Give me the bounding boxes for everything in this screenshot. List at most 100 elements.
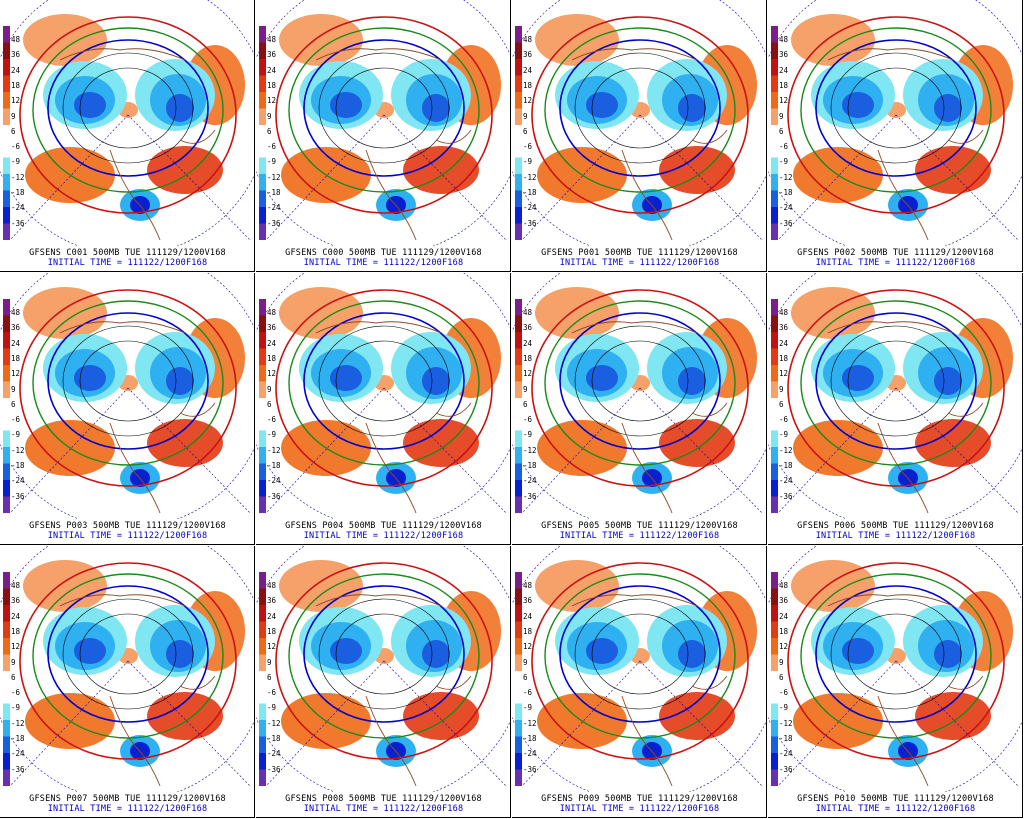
- colorbar-tick-label: 6: [523, 672, 528, 682]
- cold-anomaly-fill: [811, 59, 983, 221]
- colorbar-tick-label: -9: [523, 430, 533, 440]
- colorbar-tick-label: 12: [523, 96, 533, 106]
- colorbar-tick-label: -24: [779, 476, 793, 486]
- colorbar-tick-label: 12: [267, 642, 277, 652]
- colorbar-tick-label: 9: [11, 111, 16, 121]
- height-anomaly-map: [256, 0, 510, 246]
- colorbar-tick-label: 48: [779, 35, 789, 44]
- colorbar-tick-label: -36: [11, 764, 25, 774]
- colorbar-tick-label: 24: [523, 338, 533, 348]
- height-contours: [531, 289, 749, 487]
- cold-anomaly-fill: [811, 332, 983, 494]
- warm-anomaly-fill: [535, 560, 757, 749]
- colorbar-tick-label: 18: [779, 80, 789, 90]
- colorbar-tick-label: 6: [779, 672, 784, 682]
- colorbar-tick-label: 6: [267, 126, 272, 136]
- colorbar-tick-label: 18: [11, 353, 21, 363]
- panel-title: GFSENS P003 500MB TUE 111129/1200V168: [29, 521, 226, 531]
- colorbar-tick-label: 12: [779, 96, 789, 106]
- ensemble-member-panel: 48 36 24 18 12 9 6 -6 -9 -12 -18 -24 -36 GFSENS P003…: [0, 273, 255, 545]
- latitude-grid: [768, 273, 1022, 519]
- colorbar-tick-label: 36: [267, 50, 277, 60]
- colorbar-tick-label: 18: [523, 353, 533, 363]
- coastline-outline: [315, 321, 472, 514]
- panel-title: GFSENS P006 500MB TUE 111129/1200V168: [797, 521, 994, 531]
- height-anomaly-map: [0, 0, 254, 246]
- panel-initial-time: INITIAL TIME = 111122/1200F168: [47, 531, 208, 541]
- colorbar-tick-label: 9: [523, 657, 528, 667]
- height-contours: [531, 16, 749, 214]
- height-contours: [19, 289, 237, 487]
- colorbar-tick-label: 48: [779, 308, 789, 317]
- anomaly-colorbar: [515, 572, 522, 786]
- panel-title: GFSENS P005 500MB TUE 111129/1200V168: [541, 521, 738, 531]
- colorbar-tick-label: -24: [523, 476, 537, 486]
- colorbar-tick-label: 12: [523, 369, 533, 379]
- height-anomaly-map: [768, 546, 1022, 792]
- colorbar-tick-label: 48: [779, 581, 789, 590]
- colorbar-tick-label: -9: [523, 157, 533, 167]
- coastline-outline: [59, 594, 216, 787]
- latitude-grid: [256, 546, 510, 792]
- latitude-grid: [512, 546, 766, 792]
- colorbar-tick-label: -6: [779, 142, 789, 152]
- colorbar-tick-label: 9: [11, 657, 16, 667]
- colorbar-tick-label: -18: [267, 461, 281, 470]
- colorbar-tick-label: 36: [267, 596, 277, 606]
- colorbar-tick-label: 9: [11, 384, 16, 394]
- colorbar-tick-label: 12: [11, 642, 21, 652]
- coastline-outline: [315, 594, 472, 787]
- coastline-outline: [571, 594, 728, 787]
- colorbar-tick-label: 36: [779, 323, 789, 333]
- colorbar-tick-label: -24: [11, 203, 25, 213]
- colorbar-tick-label: 9: [779, 657, 784, 667]
- ensemble-member-panel: 48 36 24 18 12 9 6 -6 -9 -12 -18 -24 -36 GFSENS P001…: [512, 0, 767, 272]
- anomaly-colorbar: [771, 26, 778, 240]
- colorbar-tick-labels: 48 36 24 18 12 9 6 -6 -9 -12 -18 -24 -36: [267, 582, 289, 792]
- colorbar-tick-label: -24: [11, 476, 25, 486]
- colorbar-tick-label: -18: [11, 188, 25, 197]
- colorbar-tick-label: 48: [11, 581, 21, 590]
- colorbar-tick-label: -12: [267, 718, 281, 728]
- colorbar-tick-label: 48: [11, 308, 21, 317]
- colorbar-tick-label: -6: [267, 688, 277, 698]
- colorbar-tick-label: -36: [267, 218, 281, 228]
- colorbar-tick-label: -24: [523, 749, 537, 759]
- colorbar-tick-label: -24: [11, 749, 25, 759]
- colorbar-tick-label: -6: [523, 415, 533, 425]
- colorbar-tick-label: -36: [523, 764, 537, 774]
- colorbar-tick-label: 6: [523, 126, 528, 136]
- colorbar-tick-label: -18: [779, 461, 793, 470]
- colorbar-tick-label: -12: [523, 718, 537, 728]
- colorbar-tick-label: 9: [267, 384, 272, 394]
- colorbar-tick-label: -6: [779, 415, 789, 425]
- colorbar-tick-label: -9: [267, 157, 277, 167]
- height-anomaly-map: [768, 0, 1022, 246]
- anomaly-colorbar: [771, 572, 778, 786]
- coastline-outline: [571, 48, 728, 241]
- colorbar-tick-label: 12: [779, 642, 789, 652]
- panel-title: GFSENS P001 500MB TUE 111129/1200V168: [541, 248, 738, 258]
- height-anomaly-map: [768, 273, 1022, 519]
- colorbar-tick-label: -9: [11, 430, 21, 440]
- coastline-outline: [827, 48, 984, 241]
- panel-initial-time: INITIAL TIME = 111122/1200F168: [559, 804, 720, 814]
- colorbar-tick-label: -9: [11, 157, 21, 167]
- colorbar-tick-label: -12: [779, 172, 793, 182]
- height-anomaly-map: [0, 546, 254, 792]
- colorbar-tick-label: -18: [11, 734, 25, 743]
- coastline-outline: [59, 48, 216, 241]
- panel-initial-time: INITIAL TIME = 111122/1200F168: [815, 531, 976, 541]
- colorbar-tick-label: 48: [267, 35, 277, 44]
- colorbar-tick-label: 18: [267, 353, 277, 363]
- colorbar-tick-label: -18: [267, 188, 281, 197]
- anomaly-colorbar: [771, 299, 778, 513]
- colorbar-tick-label: 24: [11, 611, 21, 621]
- anomaly-colorbar: [3, 299, 10, 513]
- colorbar-tick-label: 12: [779, 369, 789, 379]
- anomaly-colorbar: [3, 572, 10, 786]
- colorbar-tick-label: 36: [779, 596, 789, 606]
- colorbar-tick-labels: 48 36 24 18 12 9 6 -6 -9 -12 -18 -24 -36: [779, 582, 801, 792]
- colorbar-tick-label: -12: [779, 445, 793, 455]
- colorbar-tick-label: -12: [267, 445, 281, 455]
